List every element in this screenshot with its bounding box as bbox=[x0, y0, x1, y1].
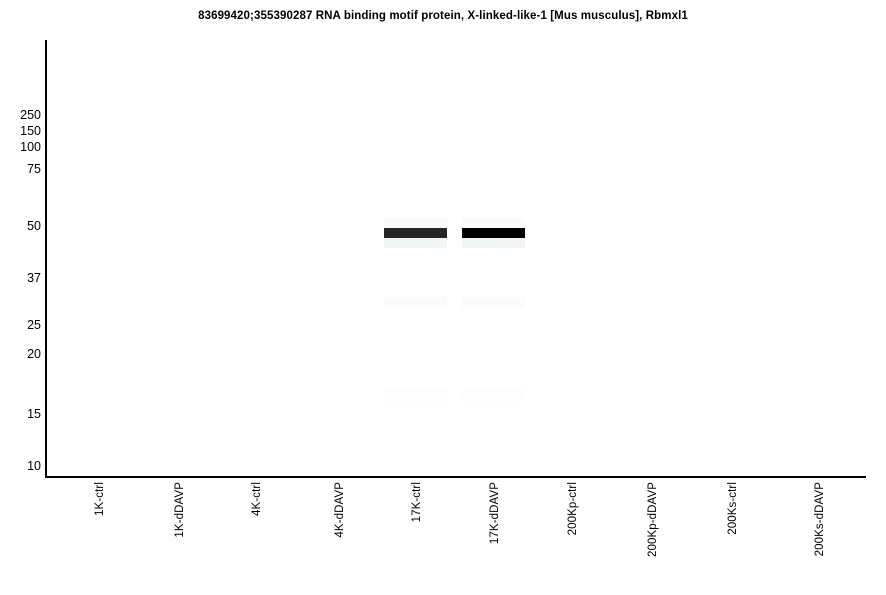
blot-lane-4k-ddavp bbox=[307, 0, 370, 595]
y-tick-label-25: 25 bbox=[27, 318, 41, 332]
blot-lane-1k-ddavp bbox=[147, 0, 210, 595]
blot-lane-200kp-ctrl bbox=[540, 0, 603, 595]
y-tick-label-10: 10 bbox=[27, 459, 41, 473]
blot-lane-17k-ctrl bbox=[384, 0, 447, 595]
blot-band bbox=[384, 297, 447, 308]
blot-lane-1k-ctrl bbox=[67, 0, 130, 595]
y-tick-label-250: 250 bbox=[20, 108, 41, 122]
blot-band bbox=[384, 238, 447, 248]
y-tick-label-100: 100 bbox=[20, 140, 41, 154]
blot-band bbox=[384, 218, 447, 228]
blot-band bbox=[462, 297, 525, 308]
blot-lane-200kp-ddavp bbox=[620, 0, 683, 595]
x-axis-line bbox=[45, 476, 866, 478]
blot-band bbox=[384, 228, 447, 238]
blot-band bbox=[462, 228, 525, 238]
blot-lane-200ks-ddavp bbox=[787, 0, 850, 595]
blot-band bbox=[462, 238, 525, 248]
y-tick-label-150: 150 bbox=[20, 124, 41, 138]
y-tick-label-50: 50 bbox=[27, 219, 41, 233]
blot-lane-200ks-ctrl bbox=[700, 0, 763, 595]
y-axis-line bbox=[45, 40, 47, 478]
blot-band bbox=[462, 388, 525, 402]
blot-lane-17k-ddavp bbox=[462, 0, 525, 595]
y-tick-label-20: 20 bbox=[27, 347, 41, 361]
y-tick-label-75: 75 bbox=[27, 162, 41, 176]
y-tick-label-15: 15 bbox=[27, 407, 41, 421]
figure-title: 83699420;355390287 RNA binding motif pro… bbox=[198, 10, 688, 22]
y-tick-label-37: 37 bbox=[27, 271, 41, 285]
blot-band bbox=[462, 218, 525, 228]
blot-band bbox=[384, 388, 447, 402]
blot-plot-area bbox=[46, 40, 866, 477]
blot-lane-4k-ctrl bbox=[224, 0, 287, 595]
